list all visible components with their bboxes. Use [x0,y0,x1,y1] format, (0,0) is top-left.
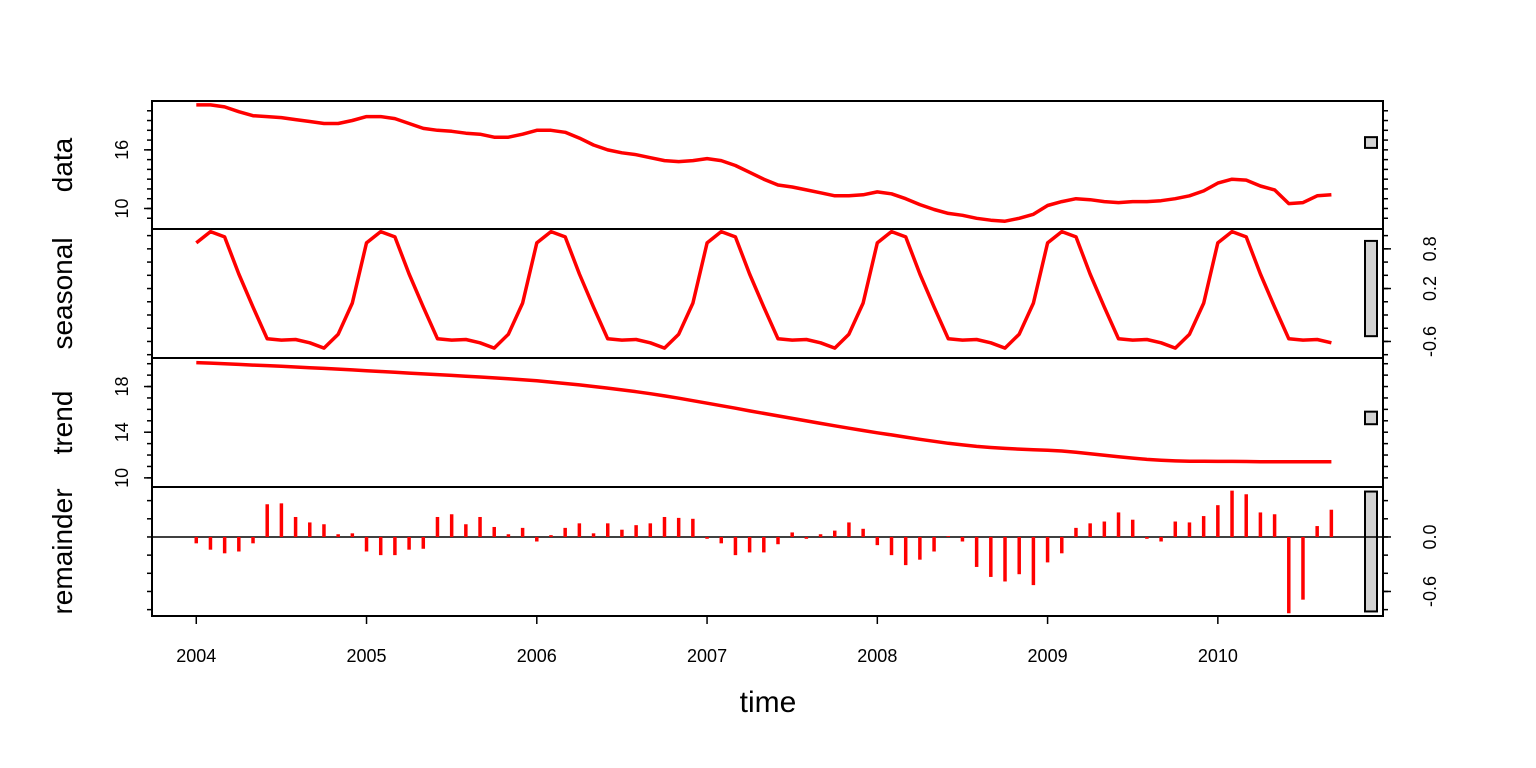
x-tick-label: 2004 [176,646,216,666]
panel-data: 10 16 data [47,100,1388,230]
scale-bar-trend [1364,410,1378,426]
series-line-data [196,103,1332,223]
y-tick-label-seasonal: 0.2 [1420,276,1440,301]
scale-bar-seasonal [1364,239,1378,338]
panel-remainder: -0.6 0.0 remainder [47,486,1440,617]
x-tick-label: 2007 [687,646,727,666]
panel-label-data: data [47,137,78,192]
panel-frame-seasonal [151,228,1384,359]
y-tick-label-remainder: -0.6 [1420,576,1440,607]
y-tick-label-trend: 14 [112,422,132,442]
scale-bar-data [1364,136,1378,149]
panel-seasonal: -0.6 0.2 0.8 seasonal [47,228,1440,359]
y-tick-label-seasonal: 0.8 [1420,236,1440,261]
x-tick-label: 2010 [1198,646,1238,666]
scale-bar-remainder [1364,490,1378,613]
y-tick-label-trend: 10 [112,468,132,488]
panels: 10 16 data -0.6 0.2 0.8 seasonal 10 14 18 trend -0.… [47,100,1440,617]
panel-trend: 10 14 18 trend [47,357,1388,488]
y-tick-label-remainder: 0.0 [1420,524,1440,549]
y-tick-label-data: 16 [112,140,132,160]
y-tick-label-trend: 18 [112,377,132,397]
x-tick-label: 2006 [517,646,557,666]
panel-frame-trend [151,357,1384,488]
y-tick-label-seasonal: -0.6 [1420,326,1440,357]
series-line-trend [196,360,1332,464]
x-tick-label: 2008 [857,646,897,666]
x-tick-label: 2009 [1028,646,1068,666]
panel-frame-remainder [151,486,1384,617]
x-tick-label: 2005 [347,646,387,666]
y-tick-label-data: 10 [112,198,132,218]
panel-label-trend: trend [47,391,78,455]
panel-label-seasonal: seasonal [47,237,78,349]
x-axis: 2004 2005 2006 2007 2008 2009 2010 [176,616,1238,666]
panel-frame-data [151,100,1384,230]
x-axis-title: time [740,686,797,719]
panel-label-remainder: remainder [47,488,78,614]
series-line-seasonal [195,229,1332,350]
